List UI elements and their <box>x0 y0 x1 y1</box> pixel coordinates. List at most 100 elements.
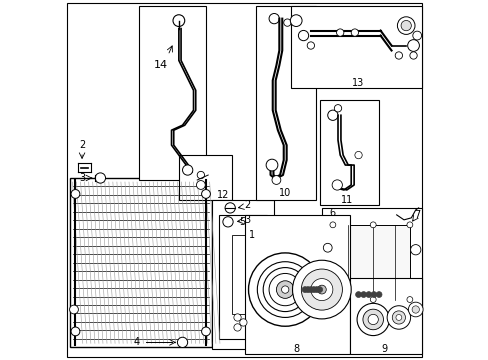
Circle shape <box>356 303 388 336</box>
Circle shape <box>327 110 337 120</box>
Circle shape <box>329 222 335 228</box>
Circle shape <box>248 253 321 326</box>
Circle shape <box>302 287 307 293</box>
Circle shape <box>411 306 419 313</box>
Circle shape <box>329 297 335 302</box>
Circle shape <box>71 327 80 336</box>
Bar <box>244 215 349 354</box>
Bar <box>232 235 246 315</box>
Circle shape <box>233 324 241 331</box>
Circle shape <box>369 297 375 302</box>
Bar <box>179 155 231 200</box>
Circle shape <box>336 29 343 36</box>
Circle shape <box>263 267 306 311</box>
Circle shape <box>201 190 210 198</box>
Text: 13: 13 <box>352 78 364 88</box>
Circle shape <box>375 292 381 297</box>
Circle shape <box>406 222 412 228</box>
Circle shape <box>307 287 313 293</box>
Circle shape <box>276 281 293 298</box>
Circle shape <box>290 15 302 27</box>
Bar <box>255 6 315 200</box>
Circle shape <box>407 302 422 317</box>
Circle shape <box>367 314 378 325</box>
Circle shape <box>182 165 192 175</box>
Circle shape <box>281 286 288 293</box>
Circle shape <box>310 287 316 293</box>
Circle shape <box>268 13 279 24</box>
Circle shape <box>313 287 319 293</box>
Circle shape <box>355 292 361 297</box>
Circle shape <box>317 285 325 294</box>
Text: 5: 5 <box>239 217 245 227</box>
Text: 2: 2 <box>79 140 85 150</box>
Circle shape <box>369 222 375 228</box>
Text: 7: 7 <box>413 210 420 220</box>
Text: 6: 6 <box>329 208 335 218</box>
Circle shape <box>298 31 308 41</box>
Circle shape <box>400 21 410 31</box>
Circle shape <box>362 309 383 330</box>
Circle shape <box>394 52 402 59</box>
Text: 2: 2 <box>244 200 250 210</box>
Circle shape <box>354 152 362 159</box>
Text: 12: 12 <box>216 190 228 200</box>
Circle shape <box>316 287 322 293</box>
Circle shape <box>224 203 235 213</box>
Text: 3: 3 <box>79 173 85 183</box>
Circle shape <box>323 275 331 284</box>
Bar <box>138 6 205 180</box>
Circle shape <box>265 159 277 171</box>
Text: 10: 10 <box>279 188 291 198</box>
Circle shape <box>397 17 414 35</box>
Circle shape <box>71 190 80 198</box>
Circle shape <box>292 260 350 319</box>
Bar <box>219 215 266 339</box>
Circle shape <box>283 19 290 26</box>
Circle shape <box>95 173 105 183</box>
Circle shape <box>323 243 331 252</box>
Text: 9: 9 <box>380 345 386 354</box>
Circle shape <box>173 15 184 27</box>
Bar <box>290 6 422 88</box>
Circle shape <box>177 337 187 347</box>
Circle shape <box>350 29 358 36</box>
Circle shape <box>223 217 233 227</box>
Circle shape <box>196 181 205 189</box>
Circle shape <box>239 319 246 326</box>
Circle shape <box>310 279 332 301</box>
Circle shape <box>305 287 310 293</box>
Text: 3: 3 <box>244 215 250 225</box>
Circle shape <box>360 292 366 297</box>
Bar <box>349 278 422 354</box>
Text: 1: 1 <box>248 230 255 240</box>
Bar <box>69 178 211 347</box>
Circle shape <box>370 292 376 297</box>
Text: 11: 11 <box>341 195 353 205</box>
Text: 14: 14 <box>153 60 167 71</box>
Circle shape <box>409 52 416 59</box>
Bar <box>211 200 274 349</box>
Circle shape <box>334 105 341 112</box>
Bar <box>321 208 422 307</box>
Circle shape <box>331 180 342 190</box>
Circle shape <box>201 327 210 336</box>
Circle shape <box>69 305 78 314</box>
Circle shape <box>395 315 401 320</box>
Circle shape <box>306 42 314 49</box>
Text: 8: 8 <box>292 345 299 354</box>
Circle shape <box>407 40 419 51</box>
Circle shape <box>268 274 301 306</box>
Circle shape <box>365 292 371 297</box>
Bar <box>332 225 409 300</box>
Circle shape <box>233 314 241 321</box>
Circle shape <box>257 262 312 318</box>
Circle shape <box>412 31 421 40</box>
Bar <box>320 100 378 205</box>
Circle shape <box>197 171 204 179</box>
Circle shape <box>271 176 280 184</box>
Circle shape <box>391 311 405 324</box>
Circle shape <box>410 244 420 255</box>
Circle shape <box>386 306 410 329</box>
Circle shape <box>406 297 412 302</box>
